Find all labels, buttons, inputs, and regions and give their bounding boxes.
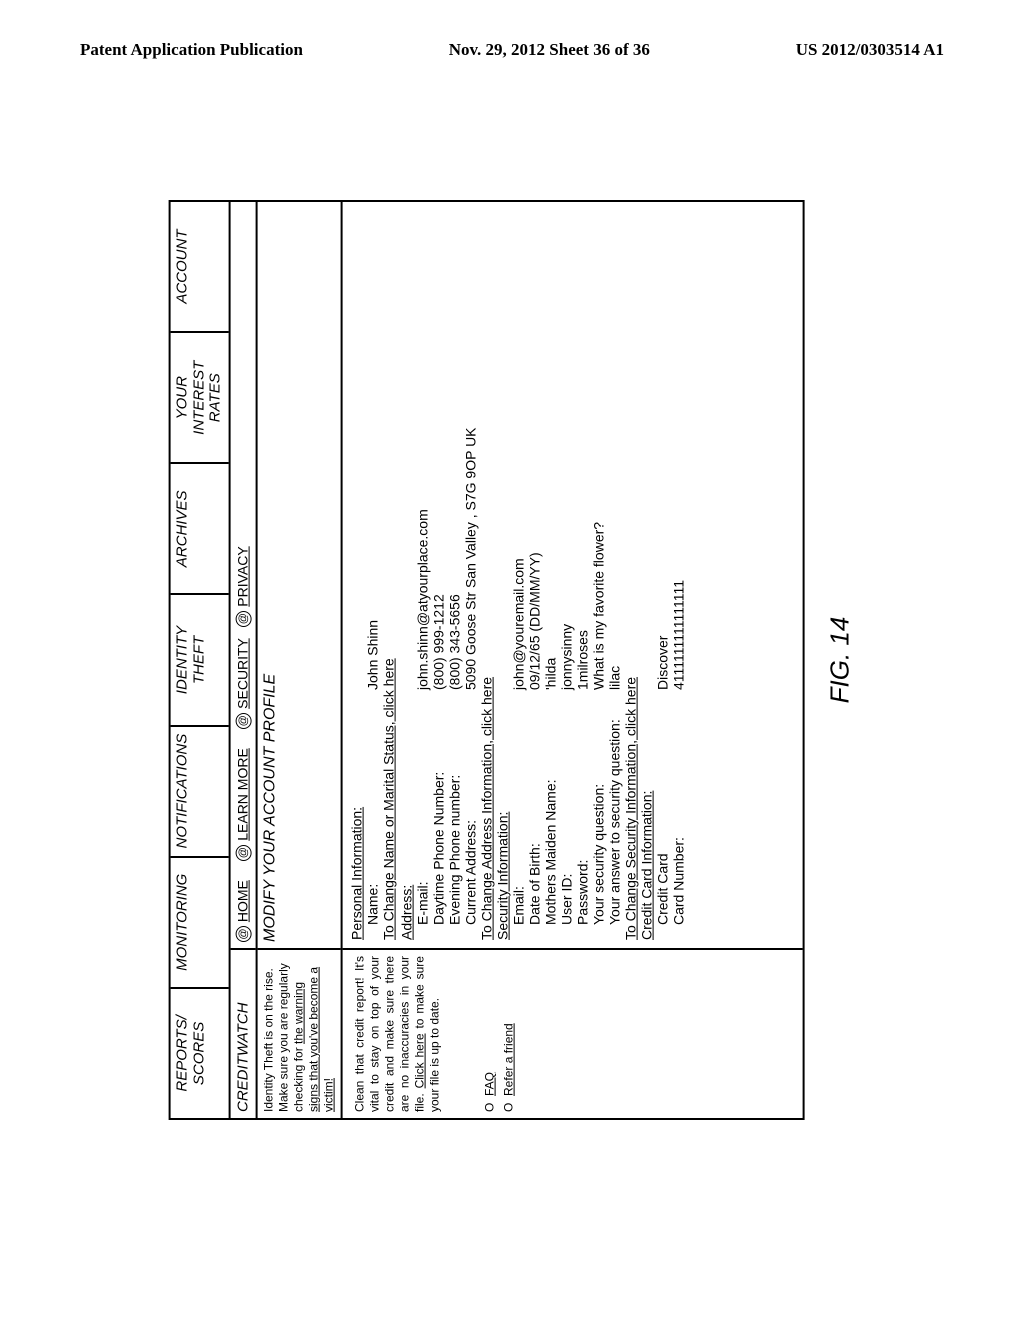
address-header: Address: <box>398 210 414 940</box>
cc-card-label: Credit Card <box>654 690 670 940</box>
click-here-link[interactable]: Click here <box>412 1033 426 1088</box>
subheader-links: @ HOME @ LEARN MORE @ SECURITY @ PRIVACY <box>230 202 255 948</box>
faq-row: O FAQ <box>482 956 497 1112</box>
secq-value: What is my favorite flower? <box>590 210 606 690</box>
faq-link[interactable]: FAQ <box>482 1072 496 1096</box>
sidebar: Clean that credit report! It's vital to … <box>342 948 802 1118</box>
to-change-name-text[interactable]: Name or Marital Status, click here <box>380 658 396 872</box>
cc-num-value: 4111111111111111 <box>670 210 686 690</box>
current-address-value: 5090 Goose Str San Valley , S7G 9OP UK <box>462 210 478 690</box>
mmn-value: 'hilda <box>542 210 558 690</box>
to-change-address-text[interactable]: Address Information, click here <box>478 677 494 872</box>
email-label: E-mail: <box>414 690 430 940</box>
tab-reports[interactable]: REPORTS/ SCORES <box>171 987 229 1118</box>
change-security-link-row: To Change Security Information, click he… <box>622 677 638 940</box>
personal-info-header: Personal Information: <box>348 210 364 940</box>
header-center: Nov. 29, 2012 Sheet 36 of 36 <box>449 40 650 60</box>
to-change-security-link[interactable]: To Change <box>622 872 638 940</box>
tab-interest-rates[interactable]: YOUR INTEREST RATES <box>171 331 229 462</box>
home-icon: @ <box>235 926 251 942</box>
security-info-header: Security Information: <box>494 210 510 940</box>
page-header: Patent Application Publication Nov. 29, … <box>80 40 944 60</box>
identity-theft-tip: Identity Theft is on the rise. Make sure… <box>257 948 340 1118</box>
secq-label: Your security question: <box>590 690 606 940</box>
security-link[interactable]: SECURITY <box>234 638 250 709</box>
name-value: John Shinn <box>364 210 380 690</box>
tab-monitoring[interactable]: MONITORING <box>171 856 229 987</box>
sec-email-label: Email: <box>510 690 526 940</box>
learnmore-icon: @ <box>235 845 251 861</box>
change-name-link-row: To Change Name or Marital Status, click … <box>380 658 396 940</box>
dob-label: Date of Birth: <box>526 690 542 940</box>
content-area: Personal Information: Name: John Shinn T… <box>342 202 802 948</box>
change-address-link-row: To Change Address Information, click her… <box>478 677 494 940</box>
modify-account-heading: MODIFY YOUR ACCOUNT PROFILE <box>257 202 340 948</box>
seca-value: lilac <box>606 210 622 690</box>
seca-label: Your answer to security question: <box>606 690 622 940</box>
header-left: Patent Application Publication <box>80 40 303 60</box>
name-label: Name: <box>364 690 380 940</box>
sec-email-value: john@youremail.com <box>510 210 526 690</box>
tab-identity-theft[interactable]: IDENTITY THEFT <box>171 593 229 724</box>
to-change-address-link[interactable]: To Change <box>478 872 494 940</box>
cc-card-value: Discover <box>654 210 670 690</box>
privacy-icon: @ <box>235 611 251 627</box>
userid-label: User ID: <box>558 690 574 940</box>
daytime-phone-value: (800) 999-1212 <box>430 210 446 690</box>
refer-friend-link[interactable]: Refer a friend <box>501 1023 515 1096</box>
tab-account[interactable]: ACCOUNT <box>171 202 229 331</box>
password-value: 1milroses <box>574 210 590 690</box>
cc-num-label: Card Number: <box>670 690 686 940</box>
password-label: Password: <box>574 690 590 940</box>
tab-bar: REPORTS/ SCORES MONITORING NOTIFICATIONS… <box>171 202 231 1118</box>
learn-more-link[interactable]: LEARN MORE <box>234 748 250 841</box>
body-row: Clean that credit report! It's vital to … <box>342 202 802 1118</box>
figure-container: REPORTS/ SCORES MONITORING NOTIFICATIONS… <box>169 200 856 1120</box>
daytime-phone-label: Daytime Phone Number: <box>430 690 446 940</box>
current-address-label: Current Address: <box>462 690 478 940</box>
creditwatch-label: CREDITWATCH <box>230 948 255 1118</box>
to-change-security-text[interactable]: Security Information, click here <box>622 677 638 872</box>
ui-mockup: REPORTS/ SCORES MONITORING NOTIFICATIONS… <box>169 200 805 1120</box>
userid-value: jonnysinny <box>558 210 574 690</box>
dob-value: 09/12/65 (DD/MM/YY) <box>526 210 542 690</box>
security-icon: @ <box>235 713 251 729</box>
privacy-link[interactable]: PRIVACY <box>234 546 250 606</box>
sidebar-clean-report: Clean that credit report! It's vital to … <box>352 956 442 1112</box>
figure-caption: FIG. 14 <box>824 200 855 1120</box>
tab-archives[interactable]: ARCHIVES <box>171 462 229 593</box>
modify-row: Identity Theft is on the rise. Make sure… <box>257 202 342 1118</box>
subheader-row: CREDITWATCH @ HOME @ LEARN MORE @ SECURI… <box>230 202 257 1118</box>
evening-phone-label: Evening Phone number: <box>446 690 462 940</box>
cc-info-header: Credit Card Information: <box>638 210 654 940</box>
header-right: US 2012/0303514 A1 <box>796 40 944 60</box>
tab-notifications[interactable]: NOTIFICATIONS <box>171 725 229 856</box>
email-value: john.shinn@atyourplace.com <box>414 210 430 690</box>
evening-phone-value: (800) 343-5656 <box>446 210 462 690</box>
to-change-name-link[interactable]: To Change <box>380 872 396 940</box>
refer-row: O Refer a friend <box>501 956 516 1112</box>
home-link[interactable]: HOME <box>234 880 250 922</box>
mmn-label: Mothers Maiden Name: <box>542 690 558 940</box>
